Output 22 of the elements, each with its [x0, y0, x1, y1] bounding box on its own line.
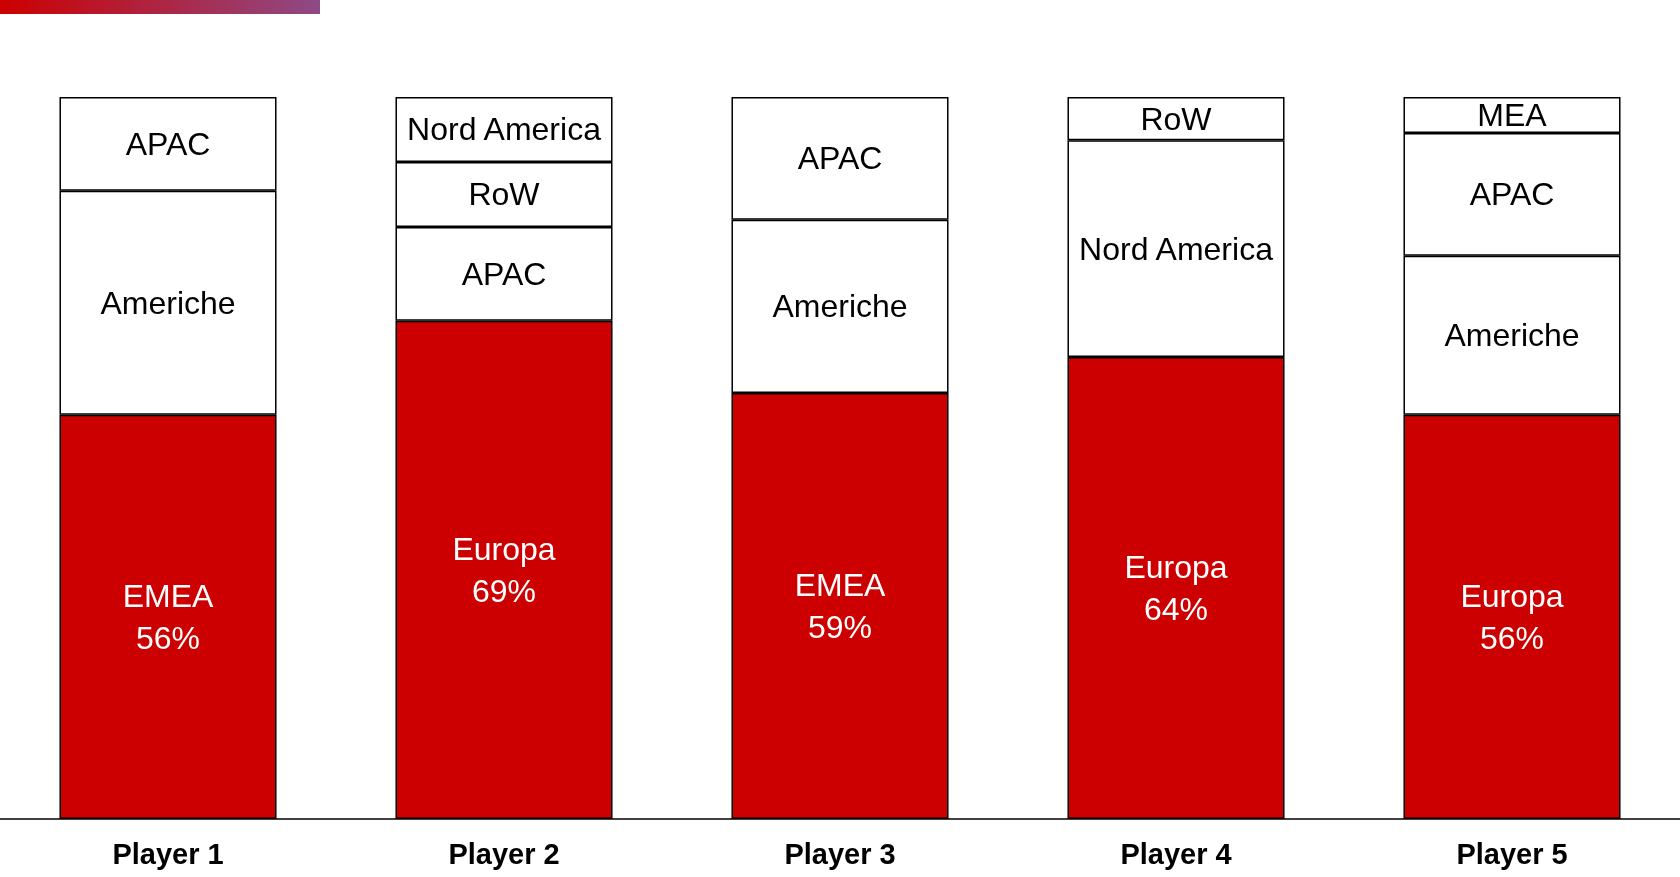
- data-label: Nord America: [407, 111, 602, 148]
- data-label: APAC: [797, 140, 883, 177]
- data-label: Nord America: [1079, 230, 1274, 267]
- data-label: Europa 69%: [452, 530, 556, 609]
- data-label: RoW: [1140, 100, 1213, 137]
- data-label: Europa 56%: [1460, 577, 1564, 656]
- data-label: MEA: [1477, 97, 1548, 134]
- data-label: RoW: [468, 176, 541, 213]
- data-label: Americhe: [772, 288, 908, 325]
- data-label: APAC: [125, 125, 211, 162]
- x-tick-label: Player 4: [1120, 837, 1232, 870]
- x-tick-label: Player 1: [112, 837, 224, 870]
- data-label: Americhe: [1444, 317, 1580, 354]
- x-tick-label: Player 5: [1456, 837, 1568, 870]
- data-label: EMEA 56%: [122, 577, 214, 656]
- x-tick-label: Player 2: [448, 837, 560, 870]
- data-label: Europa 64%: [1124, 548, 1228, 627]
- data-label: EMEA 59%: [794, 567, 886, 646]
- x-tick-label: Player 3: [784, 837, 896, 870]
- data-label: APAC: [1469, 176, 1555, 213]
- data-label: APAC: [461, 255, 547, 292]
- data-label: Americhe: [100, 284, 236, 321]
